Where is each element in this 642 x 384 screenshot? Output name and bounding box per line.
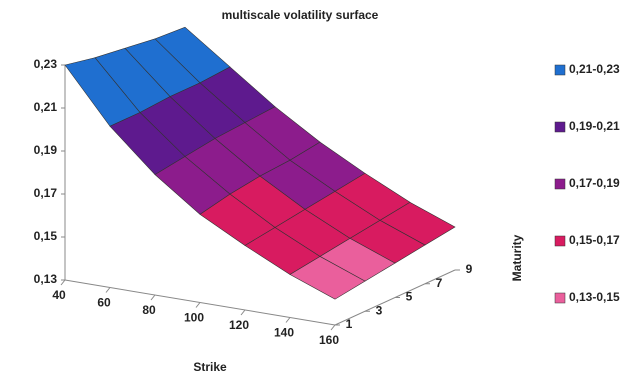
x-tick-label: 160 bbox=[319, 333, 339, 347]
legend-swatch bbox=[554, 64, 566, 76]
legend-label: 0,19-0,21 bbox=[569, 119, 620, 133]
x-tick-label: 60 bbox=[97, 296, 111, 310]
x-tick-label: 120 bbox=[229, 318, 249, 332]
legend-label: 0,13-0,15 bbox=[569, 290, 620, 304]
z-tick-label: 0,17 bbox=[34, 186, 58, 200]
x-tick-label: 140 bbox=[274, 326, 294, 340]
x-tick bbox=[150, 294, 156, 301]
legend-label: 0,15-0,17 bbox=[569, 233, 620, 247]
x-tick-label: 40 bbox=[52, 288, 66, 302]
x-tick bbox=[60, 279, 66, 286]
x-tick-label: 100 bbox=[184, 311, 204, 325]
z-tick-label: 0,23 bbox=[34, 57, 58, 71]
x-tick bbox=[195, 302, 201, 308]
surface-cell bbox=[289, 256, 366, 300]
z-tick-label: 0,19 bbox=[34, 143, 58, 157]
x-tick bbox=[240, 309, 246, 316]
legend-swatch bbox=[554, 235, 566, 247]
y-tick-label: 7 bbox=[436, 276, 443, 290]
y-tick-label: 3 bbox=[376, 303, 383, 317]
legend-swatch bbox=[554, 178, 566, 190]
z-tick-label: 0,15 bbox=[34, 229, 58, 243]
legend-swatch bbox=[554, 121, 566, 133]
x-tick-label: 80 bbox=[142, 303, 156, 317]
y-tick-label: 9 bbox=[466, 262, 473, 276]
z-tick-label: 0,21 bbox=[34, 100, 58, 114]
x-tick bbox=[105, 287, 111, 293]
y-axis-label: Maturity bbox=[510, 234, 524, 281]
z-tick-label: 0,13 bbox=[34, 272, 58, 286]
legend-swatch bbox=[554, 292, 566, 304]
y-tick-label: 5 bbox=[406, 290, 413, 304]
x-tick bbox=[330, 324, 336, 331]
x-tick bbox=[285, 317, 291, 323]
legend-label: 0,21-0,23 bbox=[569, 62, 620, 76]
legend-label: 0,17-0,19 bbox=[569, 176, 620, 190]
x-axis-label: Strike bbox=[193, 360, 227, 374]
chart-title: multiscale volatility surface bbox=[222, 8, 379, 22]
y-tick-label: 1 bbox=[346, 317, 353, 331]
